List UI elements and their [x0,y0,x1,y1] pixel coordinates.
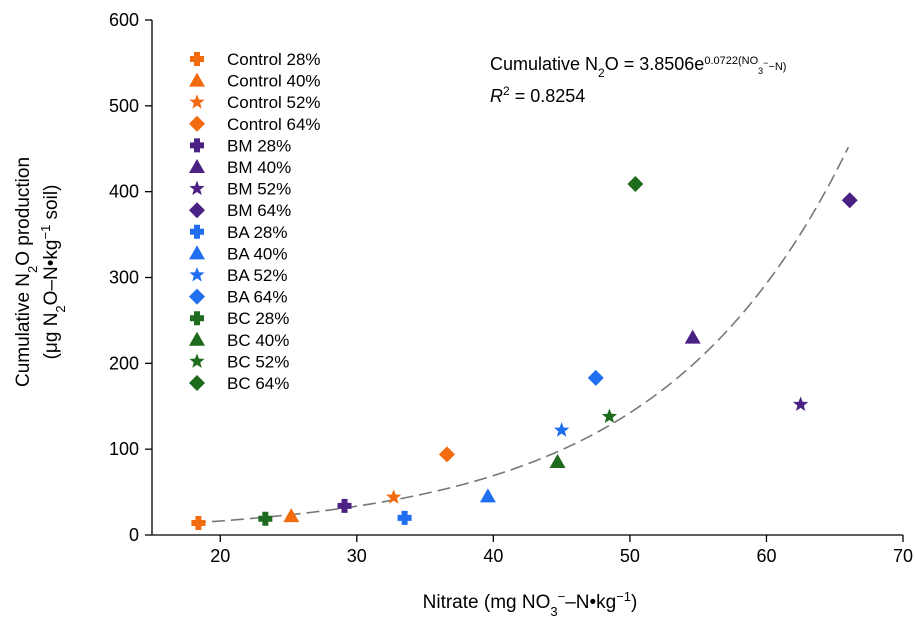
data-point [258,511,273,526]
y-tick-label: 500 [109,96,139,116]
y-tick-label: 300 [109,268,139,288]
legend-label: BM 64% [227,201,291,220]
legend-marker [189,288,205,305]
legend-label: BC 40% [227,331,289,350]
fit-curve-group [192,146,850,524]
legend-marker [189,245,205,260]
legend-marker [189,159,205,173]
data-point [397,510,412,525]
data-point [283,508,300,523]
data-point [601,408,618,424]
legend-marker [189,353,205,368]
data-point [627,175,644,192]
legend-marker [189,331,205,346]
y-tick-label: 100 [109,439,139,459]
legend-label: Control 52% [227,93,321,112]
legend-label: Control 28% [227,50,321,69]
legend-label: BM 40% [227,158,291,177]
legend: Control 28% Control 40% Control 52% Control… [189,50,321,393]
legend-marker [189,202,205,219]
legend-label: BC 64% [227,374,289,393]
legend-label: BA 28% [227,223,288,242]
legend-marker [189,72,205,87]
legend-label: BA 40% [227,244,288,263]
y-tick-label: 200 [109,353,139,373]
data-point [841,192,858,209]
legend-marker [189,375,205,391]
data-point [191,515,206,530]
legend-marker [190,224,204,239]
legend-marker [190,52,204,66]
svg-text:(μg N2O–N•kg−1 soil): (μg N2O–N•kg−1 soil) [38,185,68,360]
legend-label: Control 40% [227,72,321,91]
x-tick-label: 30 [347,546,367,566]
data-point [554,422,570,437]
data-points-group [191,175,858,530]
legend-label: BM 52% [227,180,291,199]
exponential-fit-curve [192,146,850,524]
legend-marker [189,267,205,282]
data-point [587,369,604,386]
y-tick-label: 400 [109,182,139,202]
data-point [549,454,566,469]
legend-label: BC 28% [227,309,289,328]
r-squared-annotation: R2 = 0.8254 [490,84,585,106]
x-axis-label: Nitrate (mg NO3−–N•kg−1) [423,589,638,619]
data-point [386,489,402,504]
legend-marker [190,138,204,153]
x-tick-label: 50 [620,546,640,566]
x-tick-label: 40 [483,546,503,566]
y-axis-label: Cumulative N2O production (μg N2O–N•kg−1… [13,157,68,387]
legend-marker [189,180,205,196]
legend-label: Control 64% [227,115,321,134]
y-tick-label: 0 [129,525,139,545]
x-tick-label: 70 [893,546,913,566]
legend-marker [189,94,205,109]
x-tick-label: 60 [756,546,776,566]
data-point [438,446,455,463]
legend-label: BM 28% [227,136,291,155]
legend-label: BA 52% [227,266,288,285]
legend-marker [189,115,205,132]
legend-label: BA 64% [227,288,288,307]
data-point [337,498,352,513]
legend-marker [190,311,204,326]
y-tick-label: 600 [109,10,139,30]
data-point [684,329,701,344]
svg-text:Cumulative N2O production: Cumulative N2O production [13,157,40,387]
plot-axes: 0 100 200 300 400 500 600 20 30 40 50 60 70 [109,10,913,566]
data-point [792,396,809,412]
data-point [479,488,496,503]
equation-annotation: Cumulative N2O = 3.8506e0.0722(NO3−−N) [490,54,786,80]
legend-label: BC 52% [227,352,289,371]
x-tick-label: 20 [210,546,230,566]
